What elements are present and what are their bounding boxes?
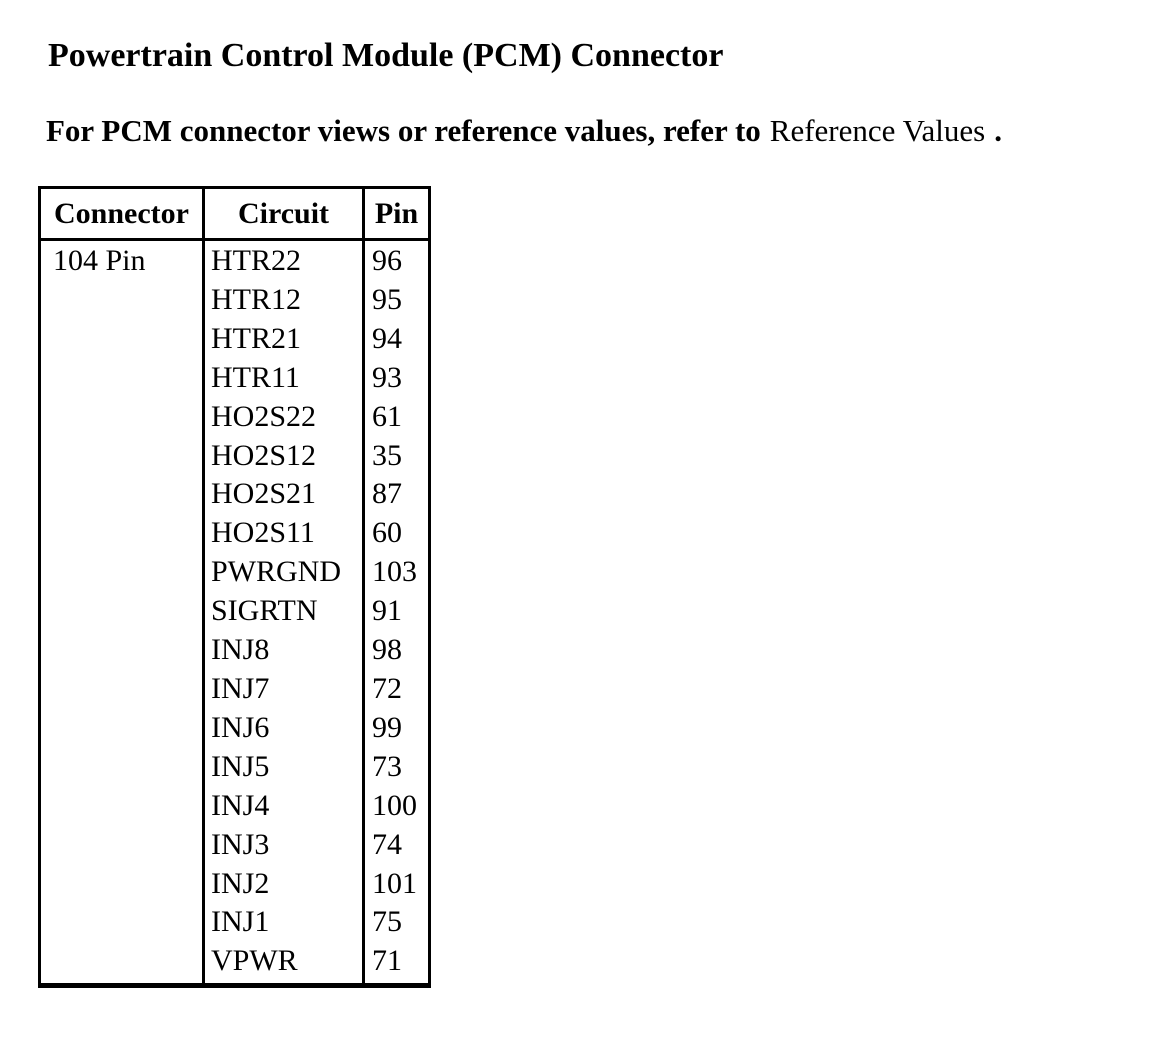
pin-value: 72: [372, 671, 402, 705]
circuit-cell: HTR22 HTR12 HTR21 HTR11 HO2S22 HO2S12 HO2S21 HO…: [202, 237, 365, 988]
pin-value: 87: [372, 477, 402, 511]
pin-value: 93: [372, 360, 402, 394]
pin-value: 99: [372, 710, 402, 744]
circuit-value: INJ3: [211, 827, 270, 861]
intro-lead-text: For PCM connector views or reference val…: [46, 113, 761, 148]
table-header-row: Connector Circuit Pin: [38, 186, 431, 241]
circuit-value: HTR22: [211, 244, 301, 277]
circuit-value: PWRGND: [211, 555, 342, 589]
circuit-value: HO2S22: [211, 399, 317, 433]
table-row: 104 Pin HTR22 HTR12 HTR21 HTR11 HO2S22 HO2S12…: [38, 237, 431, 988]
circuit-value: HO2S12: [211, 438, 317, 472]
pin-value: 71: [372, 944, 402, 978]
circuit-value: HTR12: [211, 282, 301, 316]
circuit-value: INJ1: [211, 905, 270, 939]
pin-value: 60: [372, 516, 402, 550]
pin-value: 73: [372, 749, 402, 783]
circuit-value: INJ4: [211, 788, 270, 822]
circuit-value: HTR11: [211, 360, 300, 394]
circuit-value: SIGRTN: [211, 594, 318, 628]
pin-value: 98: [372, 633, 402, 667]
page-title: Powertrain Control Module (PCM) Connecto…: [48, 37, 724, 74]
circuit-value: HO2S21: [211, 477, 317, 511]
reference-values-link[interactable]: Reference Values: [769, 113, 986, 148]
pin-value: 101: [372, 866, 417, 900]
pcm-connector-table: Connector Circuit Pin 104 Pin HTR22 HTR12…: [38, 186, 431, 989]
pin-value: 100: [372, 788, 417, 822]
intro-sentence: For PCM connector views or reference val…: [46, 112, 1002, 149]
connector-value: 104 Pin: [53, 244, 146, 277]
column-header-circuit: Circuit: [202, 186, 365, 241]
column-header-pin: Pin: [362, 186, 431, 241]
pin-value: 91: [372, 594, 402, 628]
pin-value: 74: [372, 827, 402, 861]
column-header-connector: Connector: [38, 186, 205, 241]
circuit-value: INJ8: [211, 633, 270, 667]
connector-cell: 104 Pin: [38, 237, 205, 988]
pin-value: 103: [372, 555, 417, 589]
pin-value: 94: [372, 321, 402, 355]
pin-cell: 96 95 94 93 61 35 87 60 103 91 98 72 99 73 100 74 101 75 7…: [362, 237, 431, 988]
pin-value: 61: [372, 399, 402, 433]
circuit-value: INJ5: [211, 749, 270, 783]
pin-value: 75: [372, 905, 402, 939]
circuit-value: HO2S11: [211, 516, 315, 550]
circuit-value: INJ7: [211, 671, 270, 705]
pin-value: 95: [372, 282, 402, 316]
circuit-value: INJ6: [211, 710, 270, 744]
circuit-value: VPWR: [211, 944, 298, 978]
pin-value: 35: [372, 438, 402, 472]
pin-value: 96: [372, 244, 402, 277]
intro-terminator: .: [994, 113, 1002, 148]
circuit-value: HTR21: [211, 321, 301, 355]
circuit-value: INJ2: [211, 866, 270, 900]
